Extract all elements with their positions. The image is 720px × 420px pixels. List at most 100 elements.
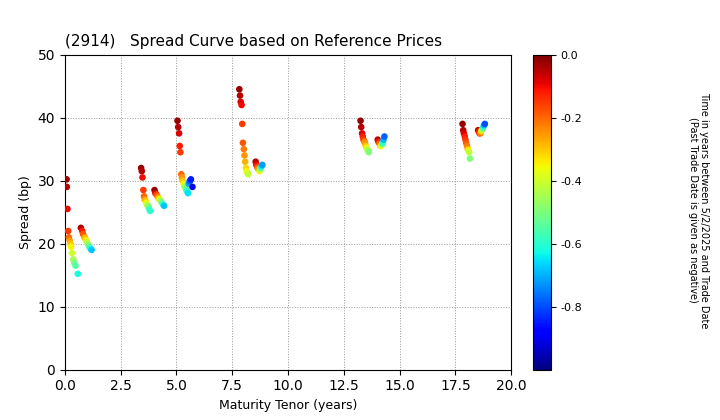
Y-axis label: Spread (bp): Spread (bp)	[19, 175, 32, 249]
Point	[153, 195, 164, 202]
Point	[154, 196, 166, 203]
Point	[65, 240, 76, 247]
Point	[240, 165, 252, 171]
Point	[182, 190, 194, 197]
Point	[234, 92, 246, 99]
X-axis label: Maturity Tenor (years): Maturity Tenor (years)	[219, 399, 357, 412]
Point	[80, 237, 91, 244]
Point	[66, 243, 77, 250]
Point	[184, 178, 195, 185]
Point	[63, 228, 74, 234]
Point	[256, 161, 268, 168]
Point	[473, 128, 485, 135]
Point	[474, 130, 485, 137]
Point	[459, 136, 471, 143]
Point	[80, 235, 91, 242]
Point	[239, 152, 251, 159]
Point	[359, 139, 371, 146]
Point	[361, 144, 372, 151]
Point	[180, 185, 192, 192]
Point	[156, 199, 168, 206]
Point	[477, 123, 489, 130]
Point	[186, 184, 198, 190]
Point	[174, 142, 186, 149]
Point	[144, 207, 156, 214]
Point	[177, 177, 189, 184]
Point	[238, 146, 250, 152]
Point	[241, 168, 253, 175]
Point	[372, 136, 384, 143]
Point	[138, 186, 149, 193]
Point	[253, 168, 265, 175]
Point	[84, 243, 95, 250]
Point	[474, 130, 486, 137]
Point	[256, 163, 267, 169]
Point	[362, 147, 374, 154]
Point	[76, 228, 88, 234]
Point	[237, 139, 248, 146]
Point	[158, 202, 170, 209]
Point	[139, 196, 150, 203]
Point	[179, 182, 190, 189]
Point	[149, 186, 161, 193]
Point	[83, 241, 94, 248]
Point	[141, 201, 153, 208]
Point	[361, 146, 373, 152]
Point	[140, 199, 152, 206]
Point	[477, 126, 488, 132]
Point	[356, 123, 367, 130]
Point	[462, 147, 474, 154]
Point	[138, 193, 150, 199]
Point	[233, 86, 245, 93]
Point	[251, 161, 262, 168]
Point	[360, 142, 372, 149]
Point	[464, 155, 476, 162]
Point	[157, 201, 168, 208]
Point	[239, 158, 251, 165]
Point	[63, 234, 75, 241]
Point	[77, 231, 89, 238]
Point	[172, 123, 184, 130]
Point	[66, 249, 78, 256]
Point	[81, 239, 93, 246]
Point	[476, 127, 487, 134]
Point	[185, 176, 197, 183]
Point	[155, 197, 166, 204]
Point	[475, 128, 487, 135]
Point	[181, 188, 193, 194]
Point	[72, 270, 84, 277]
Point	[459, 133, 471, 140]
Point	[235, 98, 246, 105]
Point	[478, 122, 490, 129]
Point	[61, 184, 73, 190]
Point	[373, 138, 384, 145]
Point	[150, 191, 162, 198]
Point	[181, 186, 192, 193]
Point	[62, 205, 73, 212]
Point	[363, 149, 374, 155]
Point	[377, 139, 389, 146]
Point	[254, 166, 266, 173]
Point	[178, 181, 189, 187]
Point	[143, 205, 155, 212]
Point	[136, 168, 148, 175]
Point	[355, 117, 366, 124]
Point	[236, 102, 248, 108]
Point	[457, 127, 469, 134]
Point	[251, 163, 263, 170]
Point	[379, 133, 390, 140]
Point	[140, 197, 151, 204]
Point	[460, 139, 472, 146]
Point	[174, 130, 185, 137]
Point	[86, 247, 97, 253]
Point	[462, 142, 473, 149]
Point	[172, 117, 184, 124]
Point	[64, 237, 76, 244]
Point	[142, 202, 153, 209]
Point	[250, 158, 261, 165]
Point	[175, 149, 186, 155]
Point	[60, 176, 72, 183]
Point	[255, 165, 266, 171]
Text: Time in years between 5/2/2025 and Trade Date
(Past Trade Date is given as negat: Time in years between 5/2/2025 and Trade…	[688, 92, 709, 328]
Point	[75, 224, 86, 231]
